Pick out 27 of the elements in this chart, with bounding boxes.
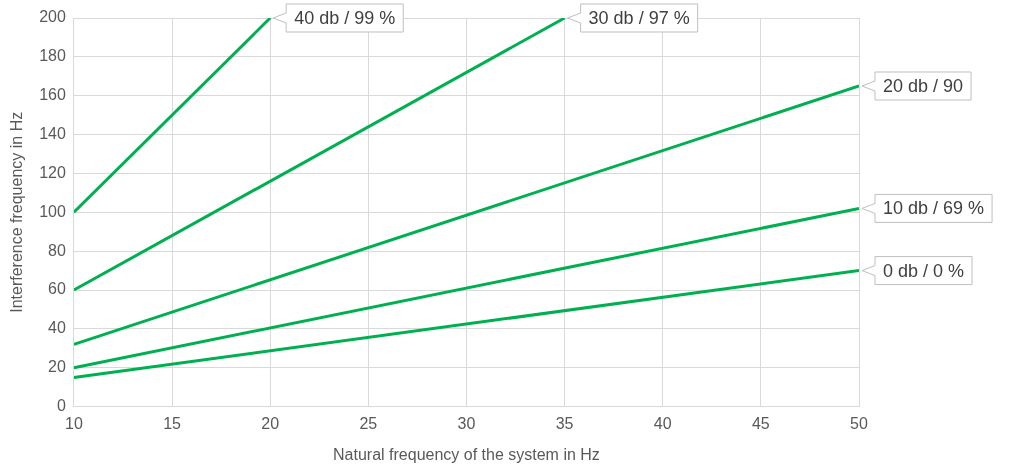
x-tick-label: 20 [261, 414, 280, 432]
x-tick-label: 45 [751, 414, 770, 432]
y-tick-label: 0 [56, 397, 66, 415]
x-tick-label: 30 [457, 414, 476, 432]
y-tick-label: 120 [39, 163, 66, 181]
x-tick-label: 15 [163, 414, 182, 432]
x-tick-label: 35 [555, 414, 574, 432]
y-tick-label: 60 [48, 280, 66, 298]
x-tick-label: 25 [359, 414, 378, 432]
series-label: 0 db / 0 % [883, 260, 965, 281]
y-axis-title: Interference frequency in Hz [8, 111, 26, 313]
series-label: 10 db / 69 % [883, 198, 985, 219]
y-tick-label: 140 [39, 124, 66, 142]
y-tick-label: 80 [48, 241, 66, 259]
y-tick-label: 160 [39, 86, 66, 104]
y-tick-label: 200 [39, 8, 66, 26]
series-label: 30 db / 97 % [588, 7, 690, 28]
x-axis-title: Natural frequency of the system in Hz [333, 445, 600, 463]
x-tick-label: 40 [653, 414, 672, 432]
y-tick-label: 100 [39, 202, 66, 220]
y-tick-label: 20 [48, 358, 66, 376]
y-tick-label: 40 [48, 319, 66, 337]
series-label: 20 db / 90 [883, 75, 964, 96]
series-label: 40 db / 99 % [294, 7, 396, 28]
x-tick-label: 50 [850, 414, 868, 432]
y-tick-label: 180 [39, 47, 66, 65]
x-tick-label: 10 [65, 414, 83, 432]
